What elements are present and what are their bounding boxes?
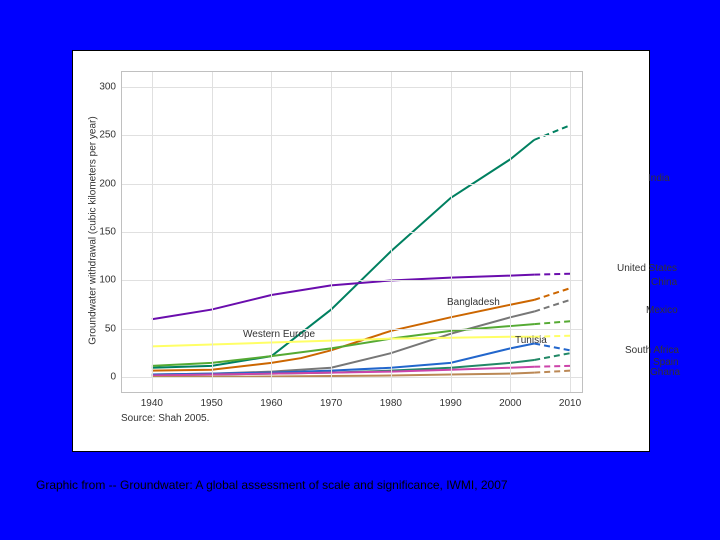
series-projection-united-states [534,274,570,275]
series-projection-mexico [534,321,570,324]
series-projection-spain [534,366,570,367]
series-projection-south-africa [534,353,570,360]
series-projection-ghana [534,371,570,373]
y-tick-label: 0 [110,372,116,383]
y-tick-label: 50 [105,323,116,334]
chart-container: 0 50 100 150 200 250 300 1940 1950 1960 1970 1980 19… [72,50,650,452]
grid-line-vertical [391,72,392,392]
grid-line-horizontal [122,232,582,233]
x-tick-label: 1940 [141,398,163,409]
x-tick-label: 1950 [200,398,222,409]
grid-line-horizontal [122,280,582,281]
series-label-mexico: Mexico [646,305,678,316]
caption-text: Graphic from -- Groundwater: A global as… [36,478,508,492]
grid-line-horizontal [122,87,582,88]
grid-line-horizontal [122,135,582,136]
series-label-western-europe: Western Europe [243,329,315,340]
series-label-tunisia: Tunisia [515,335,547,346]
series-label-india: India [648,173,670,184]
x-tick-label: 2010 [559,398,581,409]
grid-line-horizontal [122,329,582,330]
y-tick-label: 200 [99,178,116,189]
series-label-ghana: Ghana [650,367,680,378]
source-text: Source: Shah 2005. [121,413,209,424]
grid-line-vertical [331,72,332,392]
x-tick-label: 1990 [439,398,461,409]
series-projection-bangladesh [534,300,570,312]
y-tick-label: 300 [99,81,116,92]
grid-line-vertical [510,72,511,392]
x-tick-label: 1960 [260,398,282,409]
grid-line-vertical [212,72,213,392]
series-label-united-states: United States [617,263,677,274]
x-tick-label: 1980 [380,398,402,409]
x-tick-label: 1970 [320,398,342,409]
series-projection-india [534,125,570,140]
y-tick-label: 100 [99,275,116,286]
grid-line-vertical [451,72,452,392]
y-tick-label: 150 [99,227,116,238]
y-tick-label: 250 [99,130,116,141]
grid-line-vertical [152,72,153,392]
plot-area: 0501001502002503001940195019601970198019… [121,71,583,393]
series-label-south-africa: South Africa [625,345,679,356]
grid-line-vertical [271,72,272,392]
grid-line-horizontal [122,184,582,185]
series-line-india [152,140,534,368]
series-label-bangladesh: Bangladesh [447,297,500,308]
grid-line-vertical [570,72,571,392]
grid-line-horizontal [122,377,582,378]
series-label-china: China [651,277,677,288]
series-projection-china [534,288,570,300]
series-line-western-europe [152,337,534,347]
y-axis-title: Groundwater withdrawal (cubic kilometers… [88,101,99,361]
x-tick-label: 2000 [499,398,521,409]
